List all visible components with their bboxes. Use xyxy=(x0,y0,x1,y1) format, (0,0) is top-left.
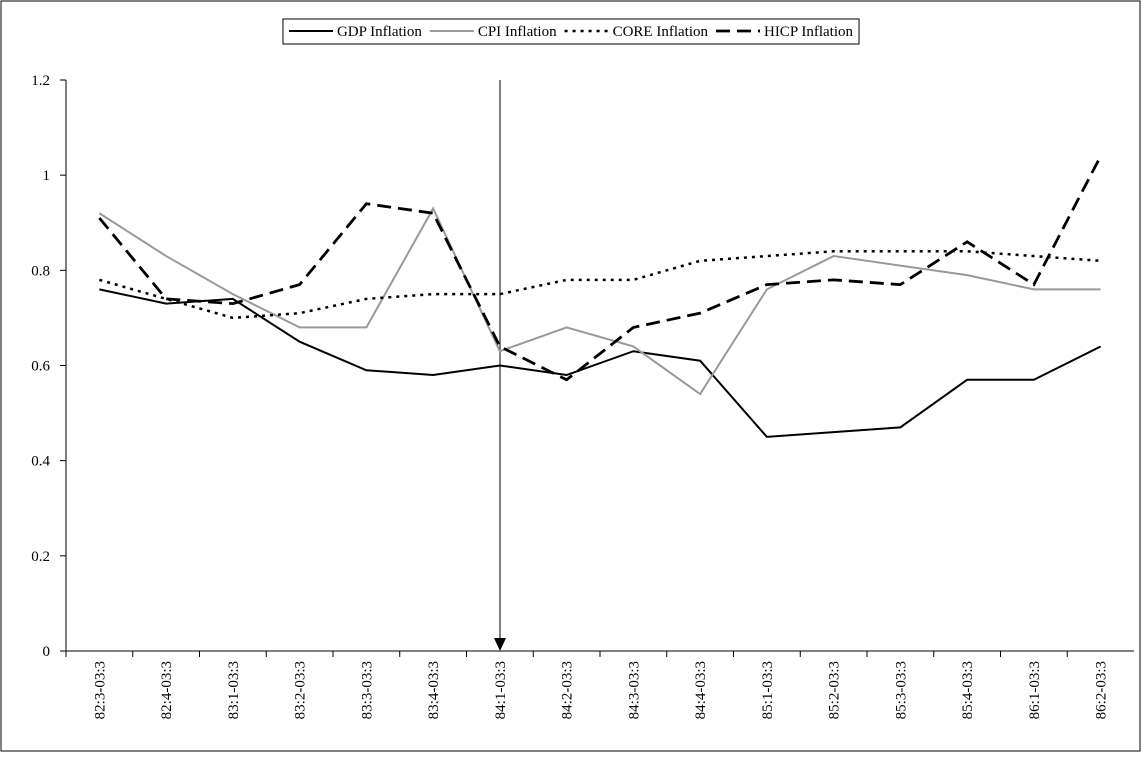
y-tick-label: 1.2 xyxy=(31,73,50,89)
x-tick-label: 84:4-03:3 xyxy=(693,661,709,719)
legend-label: HICP Inflation xyxy=(764,24,854,40)
x-tick-label: 84:2-03:3 xyxy=(560,661,576,719)
y-tick-label: 0.4 xyxy=(31,454,50,470)
series-line xyxy=(99,250,1101,320)
series-line xyxy=(99,288,1102,438)
y-tick-label: 1 xyxy=(43,168,51,184)
x-tick-label: 83:4-03:3 xyxy=(426,661,442,719)
x-tick-label: 85:2-03:3 xyxy=(827,661,843,719)
annotation-arrowhead xyxy=(494,638,506,651)
x-tick-label: 84:1-03:3 xyxy=(493,661,509,719)
x-tick-label: 82:4-03:3 xyxy=(159,661,175,719)
x-tick-label: 85:4-03:3 xyxy=(960,661,976,719)
x-tick-label: 85:1-03:3 xyxy=(760,661,776,719)
x-tick-label: 84:3-03:3 xyxy=(626,661,642,719)
legend: GDP Inflation CPI Inflation CORE Inflation… xyxy=(282,18,860,45)
y-tick-label: 0.6 xyxy=(31,359,50,375)
x-tick-label: 83:2-03:3 xyxy=(293,661,309,719)
x-tick-label: 83:3-03:3 xyxy=(359,661,375,719)
legend-label: CORE Inflation xyxy=(613,24,709,40)
x-tick-label: 86:1-03:3 xyxy=(1027,661,1043,719)
x-tick-label: 83:1-03:3 xyxy=(226,661,242,719)
legend-label: GDP Inflation xyxy=(337,24,422,40)
x-tick-label: 85:3-03:3 xyxy=(893,661,909,719)
x-tick-label: 82:3-03:3 xyxy=(92,661,108,719)
legend-box xyxy=(282,18,860,45)
y-tick-label: 0.2 xyxy=(31,549,50,565)
y-tick-label: 0 xyxy=(43,644,51,660)
x-tick-label: 86:2-03:3 xyxy=(1094,661,1110,719)
legend-label: CPI Inflation xyxy=(478,24,557,40)
series-line xyxy=(98,155,1102,382)
y-tick-label: 0.8 xyxy=(31,263,50,279)
series-line xyxy=(98,206,1101,396)
